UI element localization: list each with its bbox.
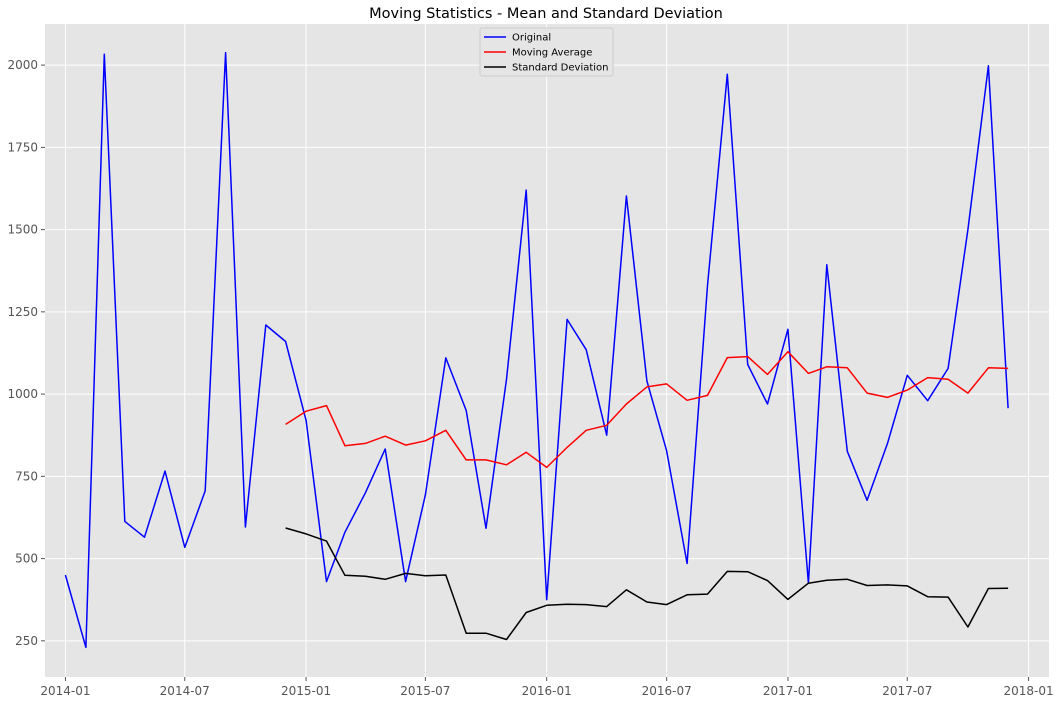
y-tick-label: 2000 [7,58,38,72]
x-tick-label: 2017-01 [763,684,813,698]
legend-label-moving-average: Moving Average [512,48,592,59]
x-tick-label: 2015-07 [400,684,450,698]
y-tick-label: 250 [15,634,38,648]
x-tick-label: 2014-07 [160,684,210,698]
series-line-moving-average [285,350,1009,469]
series-lines [64,51,1009,649]
chart-title: Moving Statistics - Mean and Standard De… [369,6,723,22]
series-line-original [64,51,1009,649]
legend-label-standard-deviation: Standard Deviation [512,63,609,74]
y-tick-label: 500 [15,552,38,566]
x-tick-label: 2014-01 [40,684,90,698]
y-tick-label: 1250 [7,305,38,319]
grid-lines [45,24,1049,677]
legend-box [479,27,614,77]
legend-label-original: Original [512,33,551,44]
y-tick-label: 1500 [7,223,38,237]
x-axis-ticks: 2014-01 2014-07 2015-01 2015-07 2016-01 2016-… [40,677,1054,698]
y-tick-label: 1000 [7,387,38,401]
y-tick-label: 1750 [7,140,38,154]
x-tick-label: 2017-07 [882,684,932,698]
y-axis-ticks: 250 500 750 1000 1250 1500 1750 2000 [7,58,45,648]
y-tick-label: 750 [15,469,38,483]
x-tick-label: 2015-01 [281,684,331,698]
x-tick-label: 2018-01 [1003,684,1053,698]
x-tick-label: 2016-07 [642,684,692,698]
x-tick-label: 2016-01 [522,684,572,698]
legend: Original Moving Average Standard Deviation [479,27,614,77]
series-line-standard-deviation [285,527,1009,641]
